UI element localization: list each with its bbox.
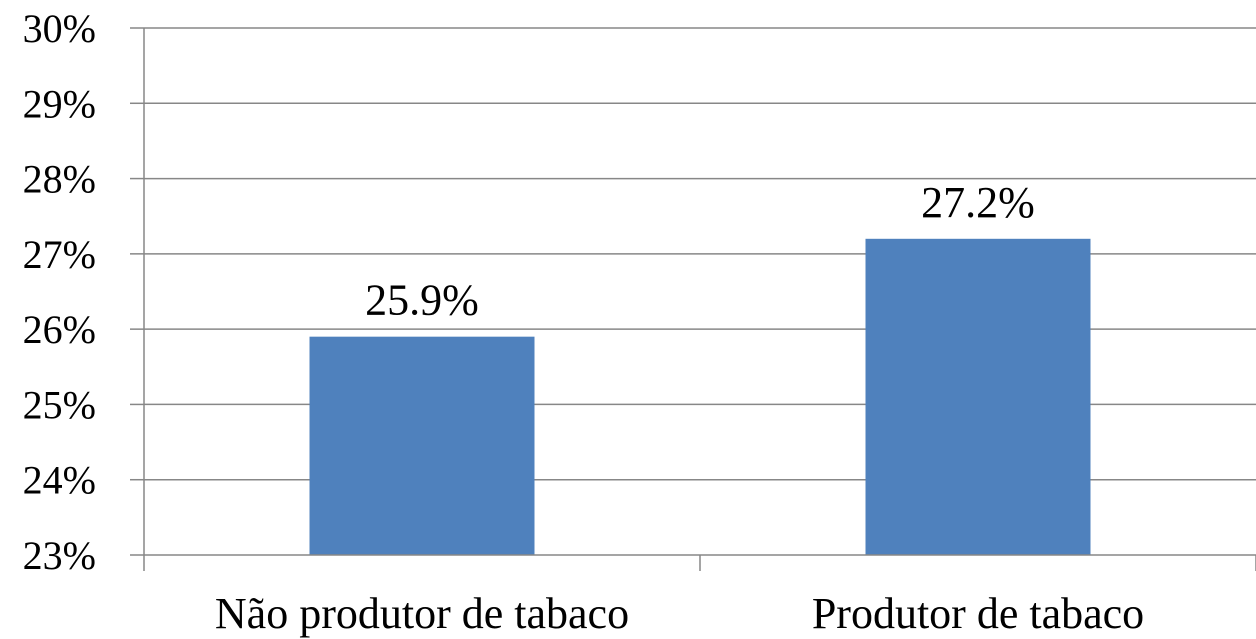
y-tick-label: 25%: [23, 382, 96, 427]
y-tick-label: 30%: [23, 6, 96, 51]
x-category-labels: Não produtor de tabaco Produtor de tabaco: [215, 589, 1144, 638]
data-labels: 25.9% 27.2%: [365, 178, 1035, 325]
bar-2: [865, 238, 1091, 556]
bar-1: [309, 336, 535, 555]
y-tick-label: 24%: [23, 458, 96, 503]
y-tick-label: 26%: [23, 307, 96, 352]
y-tick-label: 27%: [23, 232, 96, 277]
y-tick-labels: 23% 24% 25% 26% 27% 28% 29% 30%: [23, 6, 96, 578]
y-tick-label: 23%: [23, 533, 96, 578]
x-category-label: Não produtor de tabaco: [215, 589, 629, 638]
y-tick-label: 29%: [23, 81, 96, 126]
axes: [130, 27, 1256, 571]
data-label: 27.2%: [921, 178, 1035, 227]
x-category-label: Produtor de tabaco: [812, 589, 1144, 638]
data-label: 25.9%: [365, 276, 479, 325]
bars: [309, 238, 1091, 556]
y-tick-label: 28%: [23, 157, 96, 202]
